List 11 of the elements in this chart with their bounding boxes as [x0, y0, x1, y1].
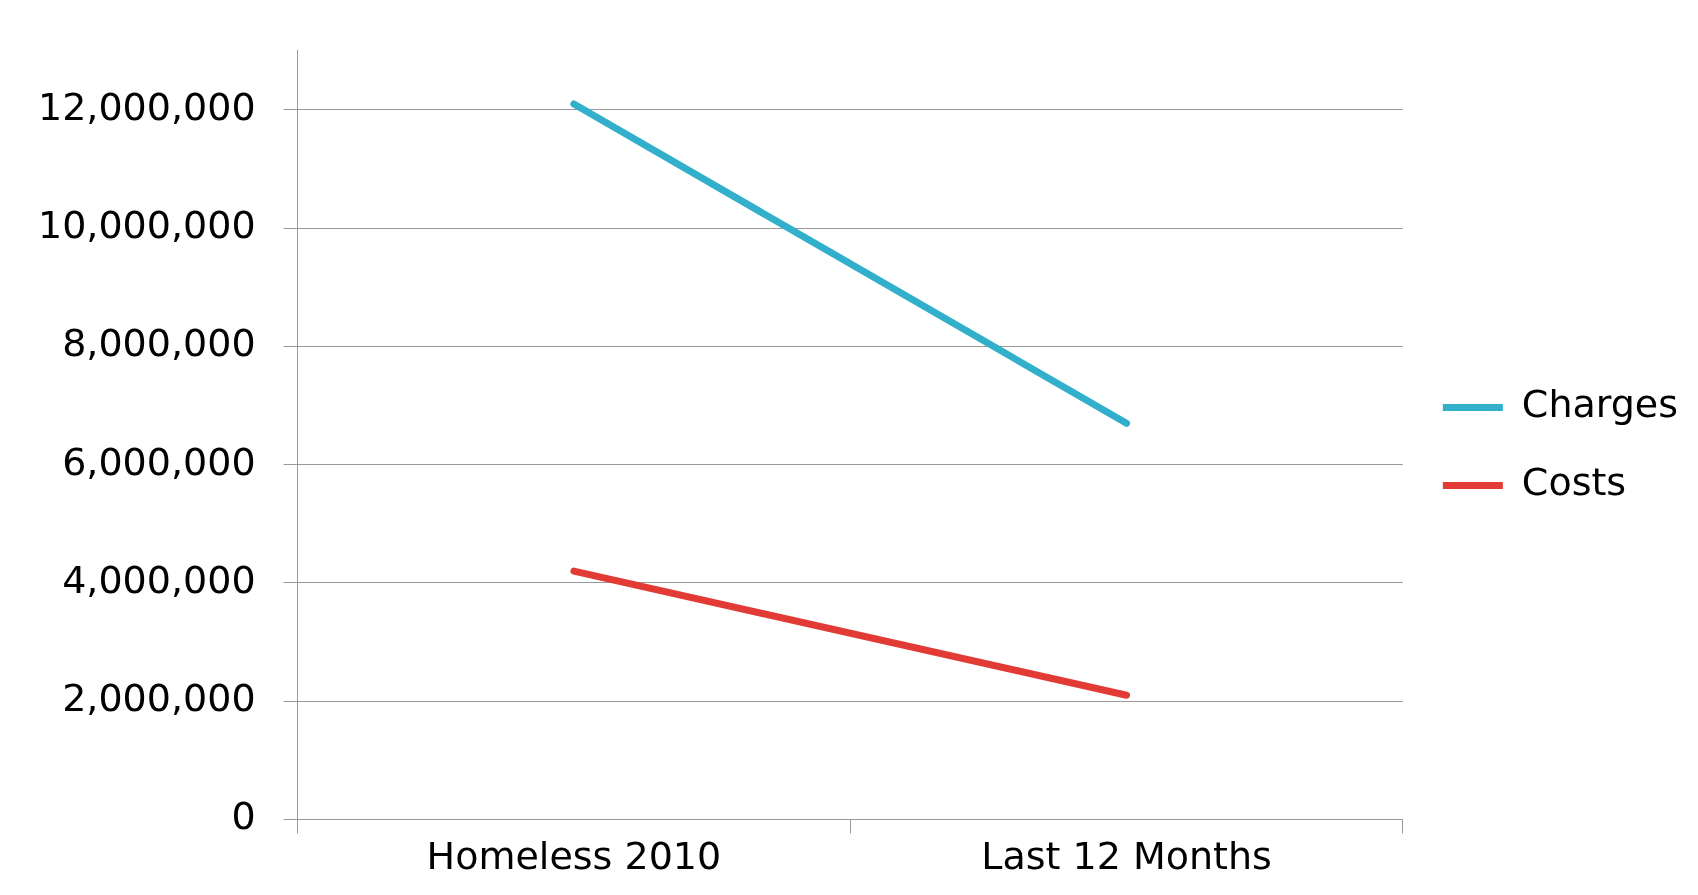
x-tick-label: Last 12 Months — [981, 834, 1272, 879]
legend-label: Costs — [1521, 460, 1627, 505]
y-tick-label: 2,000,000 — [62, 676, 256, 721]
y-tick-label: 0 — [231, 794, 256, 839]
y-tick-label: 8,000,000 — [62, 321, 256, 366]
y-tick-label: 6,000,000 — [62, 439, 256, 484]
y-tick-label: 10,000,000 — [37, 203, 256, 248]
y-tick-label: 12,000,000 — [37, 84, 256, 129]
y-tick-label: 4,000,000 — [62, 557, 256, 602]
x-tick-label: Homeless 2010 — [426, 834, 722, 879]
legend-label: Charges — [1521, 382, 1678, 427]
